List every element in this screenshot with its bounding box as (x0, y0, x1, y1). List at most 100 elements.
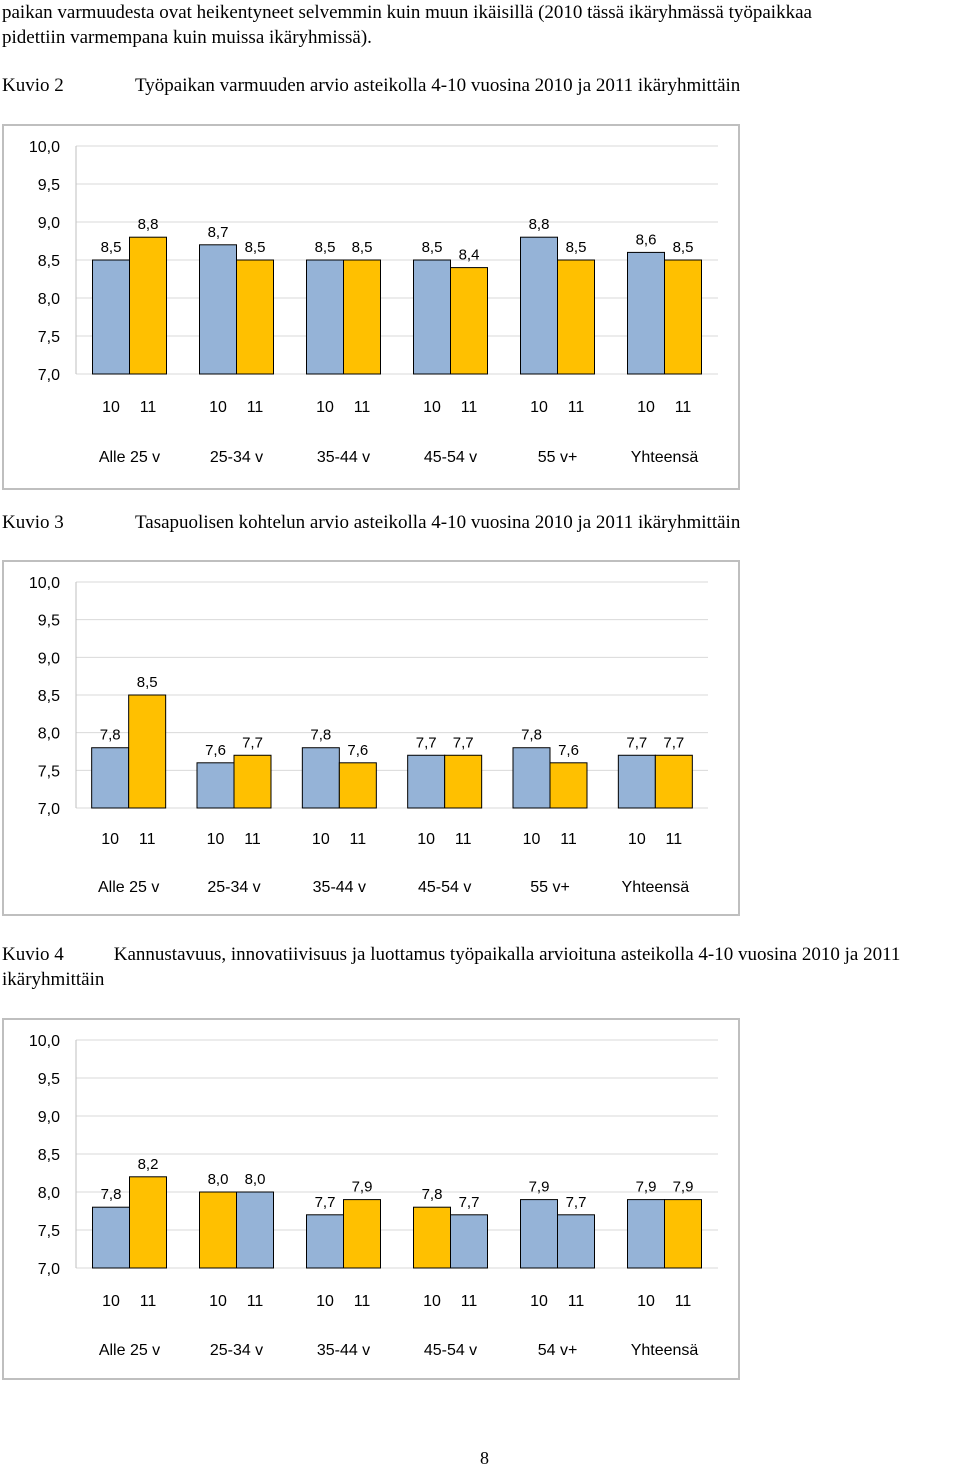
bar (199, 244, 237, 375)
figure-title: Työpaikan varmuuden arvio asteikolla 4-1… (135, 75, 741, 96)
data-label: 8,5 (101, 239, 122, 256)
y-tick-label: 8,0 (38, 1185, 60, 1202)
figure-number: Kuvio 2 (2, 75, 64, 96)
chart-kuvio-3: 7,0 7,5 8,0 8,5 9,0 9,5 10,0 7,8 10 8,5 11 Alle 25 … (2, 560, 742, 916)
x-sub-label: 11 (675, 399, 692, 416)
bar (664, 1199, 702, 1269)
chart-svg: 7,0 7,5 8,0 8,5 9,0 9,5 10,0 7,8 10 8,2 11 Alle 25 … (2, 1018, 740, 1380)
category-label: 45-54 v (424, 1342, 477, 1359)
x-sub-label: 11 (560, 831, 577, 848)
data-label: 7,9 (352, 1179, 373, 1196)
data-label: 7,6 (205, 742, 226, 759)
bar (236, 1191, 274, 1269)
data-label: 8,0 (208, 1171, 229, 1188)
bar (129, 1176, 167, 1269)
figure-caption-4: Kuvio 4 Kannustavuus, innovatiivisuus ja … (2, 942, 952, 992)
data-label: 8,7 (208, 224, 229, 241)
bar (450, 1214, 488, 1269)
x-sub-label: 10 (530, 399, 548, 416)
y-tick-label: 9,5 (38, 1071, 60, 1088)
data-label: 8,4 (459, 247, 480, 264)
data-label: 8,2 (138, 1156, 159, 1173)
bar (196, 762, 235, 809)
x-sub-label: 11 (354, 399, 371, 416)
y-tick-label: 9,5 (38, 177, 60, 194)
x-sub-label: 10 (530, 1293, 548, 1310)
x-sub-label: 10 (312, 831, 330, 848)
bar (557, 1214, 595, 1269)
bar (654, 754, 693, 809)
x-sub-label: 10 (102, 1293, 120, 1310)
bar (664, 259, 702, 375)
x-sub-label: 11 (461, 1293, 478, 1310)
x-sub-label: 11 (675, 1293, 692, 1310)
category-label: Alle 25 v (98, 879, 159, 896)
bar (450, 267, 488, 375)
bar (91, 747, 130, 809)
bar (617, 754, 656, 809)
category-label: 25-34 v (210, 449, 263, 466)
bar (549, 762, 588, 809)
data-label: 8,8 (529, 216, 550, 233)
y-tick-label: 7,0 (38, 1261, 60, 1278)
y-tick-label: 9,0 (38, 215, 60, 232)
category-label: 25-34 v (207, 879, 260, 896)
x-sub-label: 10 (316, 1293, 334, 1310)
data-label: 8,5 (352, 239, 373, 256)
bar (627, 1199, 665, 1269)
x-sub-label: 11 (461, 399, 478, 416)
x-sub-label: 11 (568, 399, 585, 416)
x-sub-label: 11 (139, 831, 156, 848)
bar (129, 236, 167, 375)
category-label: 45-54 v (424, 449, 477, 466)
bar (301, 747, 340, 809)
x-sub-label: 10 (637, 1293, 655, 1310)
bar (338, 762, 377, 809)
figure-title: Tasapuolisen kohtelun arvio asteikolla 4… (135, 512, 741, 533)
data-label: 8,5 (673, 239, 694, 256)
y-tick-label: 9,0 (38, 650, 60, 667)
bar (306, 259, 344, 375)
category-label: 35-44 v (313, 879, 366, 896)
data-label: 7,9 (636, 1179, 657, 1196)
x-sub-label: 10 (423, 399, 441, 416)
data-label: 7,6 (558, 742, 579, 759)
category-label: Alle 25 v (99, 449, 160, 466)
y-tick-label: 8,5 (38, 253, 60, 270)
bar (413, 1206, 451, 1269)
bar (627, 251, 665, 375)
bar (407, 754, 446, 809)
figure-number: Kuvio 4 (2, 944, 64, 965)
bar (343, 259, 381, 375)
data-label: 8,5 (137, 674, 158, 691)
data-label: 7,7 (453, 734, 474, 751)
chart-frame (2, 1018, 740, 1380)
bar (199, 1191, 237, 1269)
x-sub-label: 10 (316, 399, 334, 416)
bar (128, 694, 167, 809)
data-label: 7,9 (529, 1179, 550, 1196)
bar (413, 259, 451, 375)
figure-number: Kuvio 3 (2, 512, 64, 533)
category-label: 55 v+ (538, 449, 578, 466)
intro-line-1: paikan varmuudesta ovat heikentyneet sel… (2, 2, 812, 23)
data-label: 7,8 (310, 727, 331, 744)
data-label: 8,0 (245, 1171, 266, 1188)
y-tick-label: 10,0 (29, 575, 60, 592)
bar (343, 1199, 381, 1269)
x-sub-label: 11 (568, 1293, 585, 1310)
y-tick-label: 8,5 (38, 688, 60, 705)
category-label: 54 v+ (538, 1342, 578, 1359)
bar (557, 259, 595, 375)
data-label: 7,7 (459, 1194, 480, 1211)
category-label: 35-44 v (317, 449, 370, 466)
y-tick-label: 7,5 (38, 763, 60, 780)
bar (520, 236, 558, 375)
y-tick-label: 7,0 (38, 801, 60, 818)
x-sub-label: 10 (523, 831, 541, 848)
y-tick-label: 7,5 (38, 1223, 60, 1240)
bar (520, 1199, 558, 1269)
x-sub-label: 11 (354, 1293, 371, 1310)
data-label: 8,5 (245, 239, 266, 256)
data-label: 7,7 (242, 734, 263, 751)
